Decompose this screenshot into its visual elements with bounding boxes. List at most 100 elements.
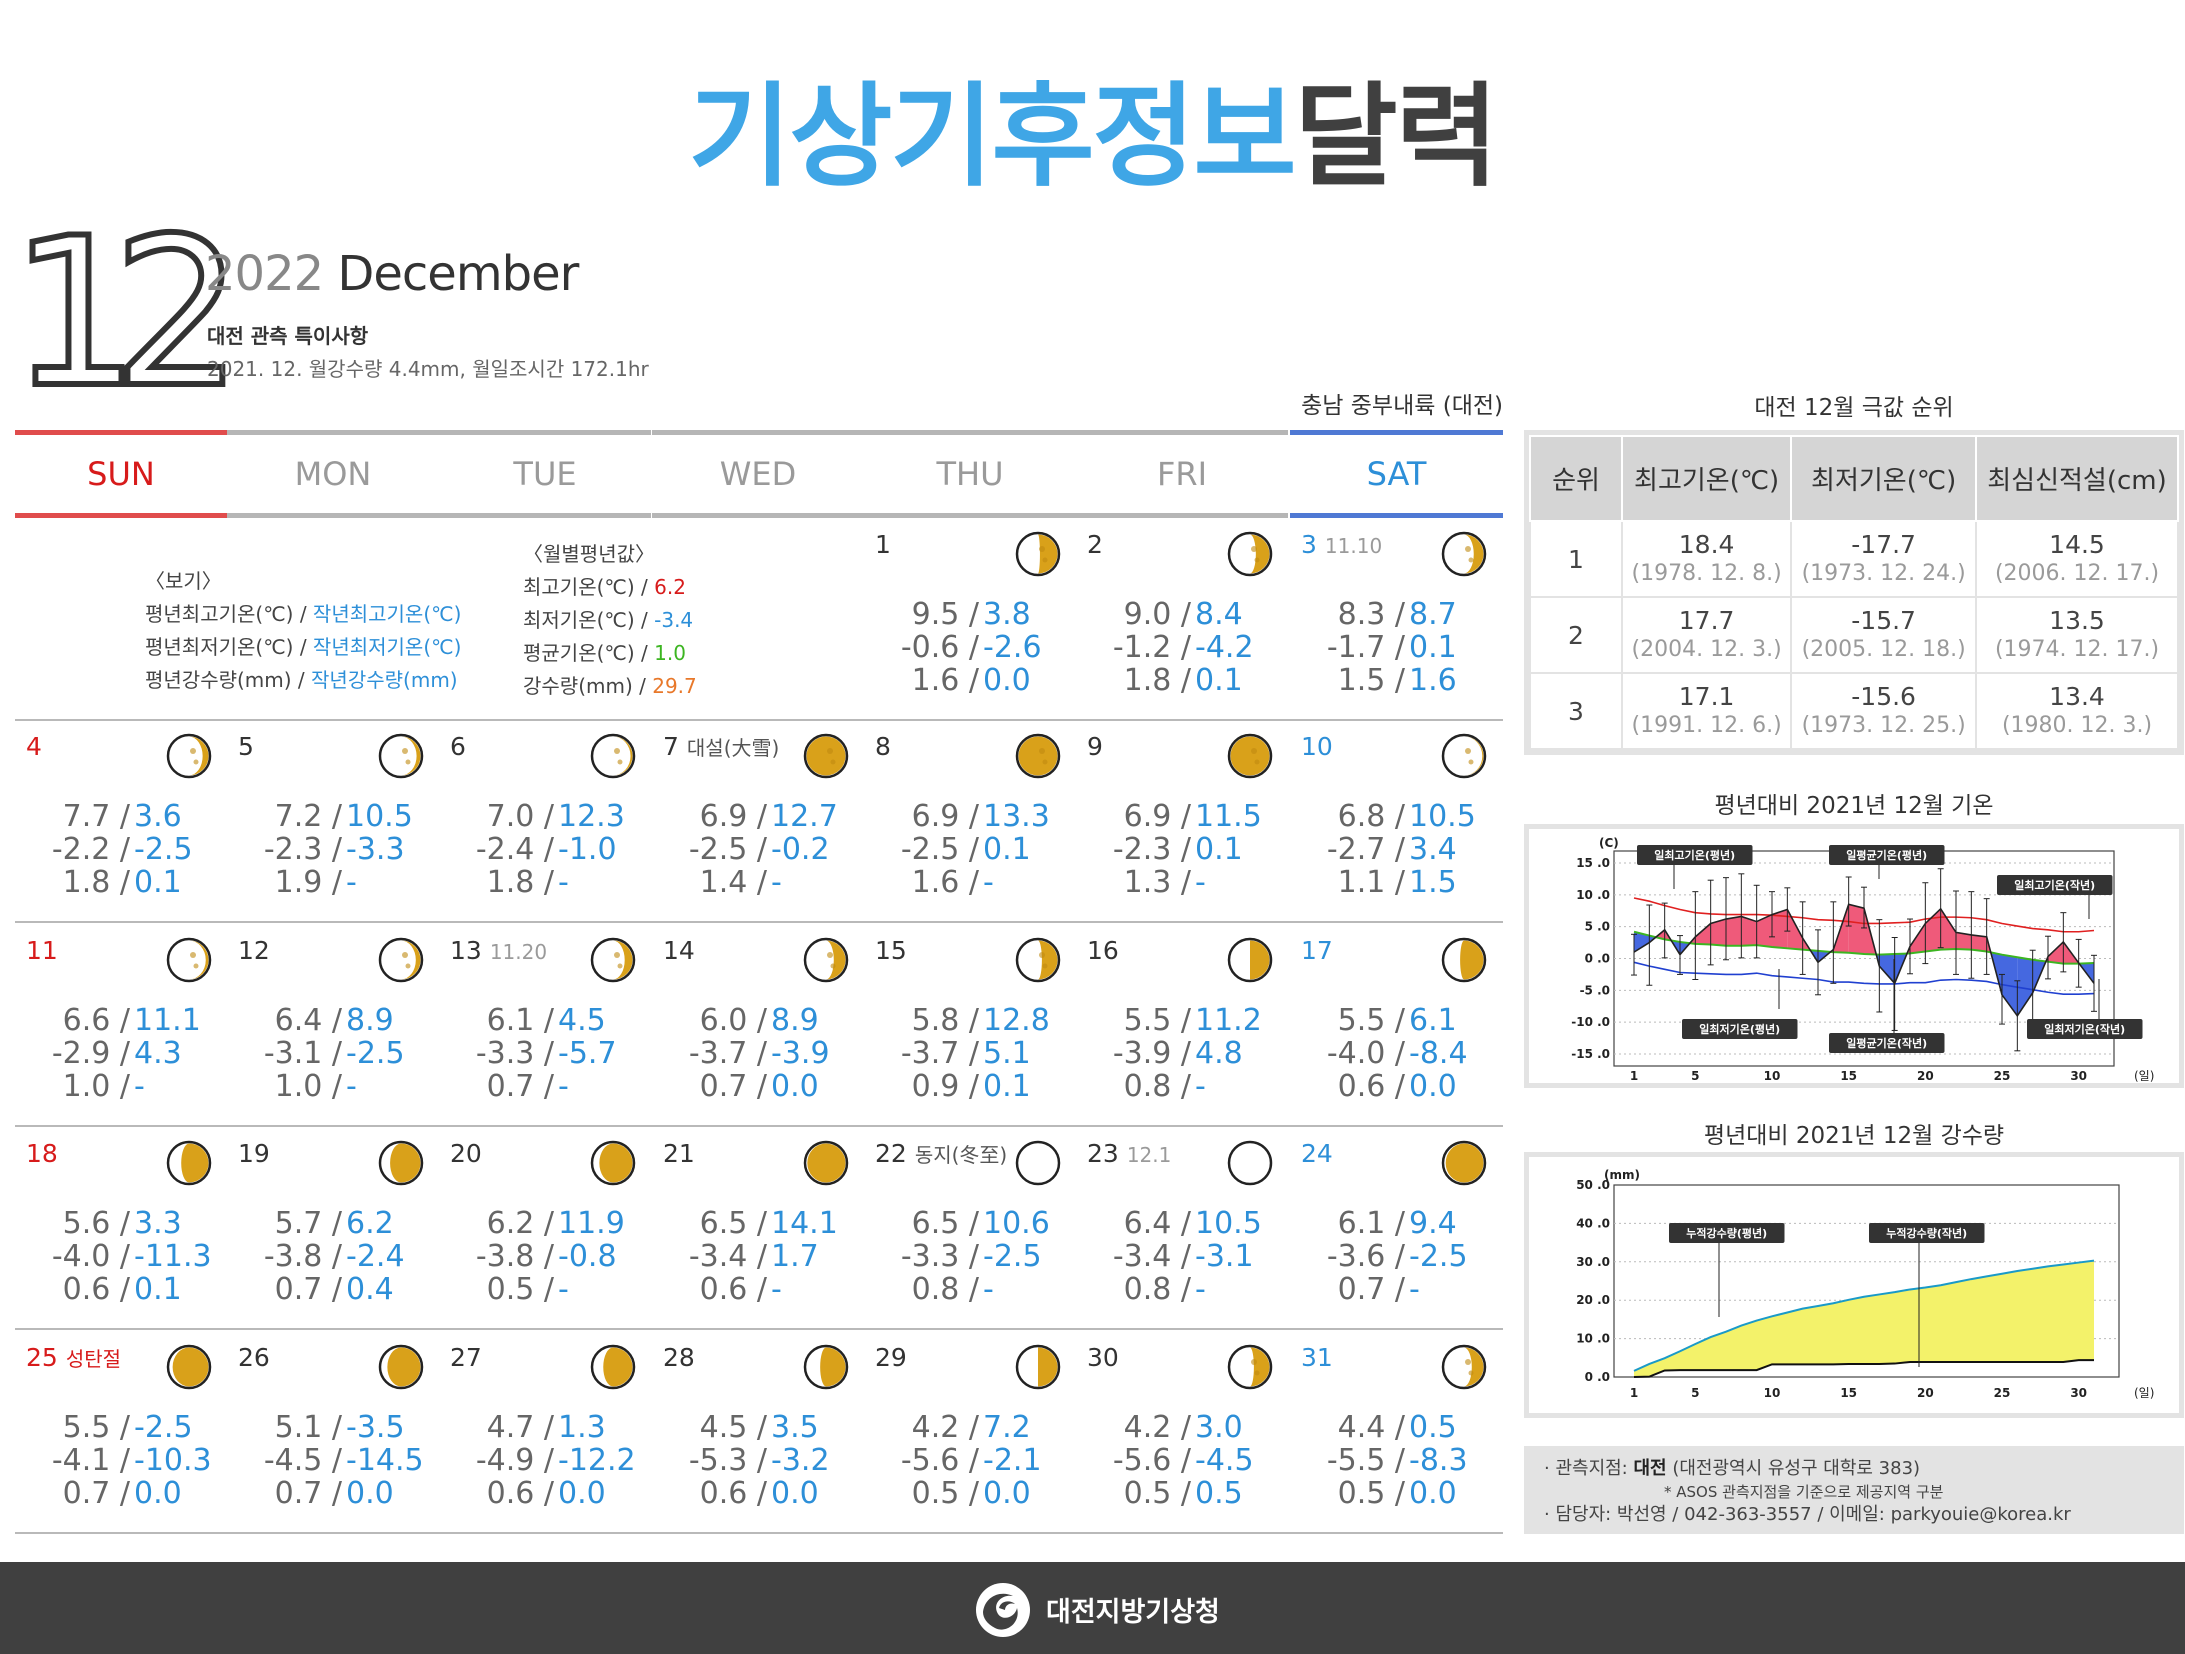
day-number: 22 동지(冬至)	[875, 1139, 1007, 1168]
moon-phase-icon	[1227, 733, 1273, 779]
last-year-value: -2.6	[983, 630, 1042, 665]
day-number-text: 19	[238, 1139, 270, 1168]
region-label: 충남 중부내륙 (대전)	[1301, 393, 1503, 419]
rank-snow-cell: 13.5 (1974. 12. 17.)	[1975, 596, 2179, 674]
day-number: 31	[1301, 1343, 1333, 1372]
last-year-value: 11.9	[558, 1206, 625, 1241]
temp-diff-fill	[1772, 909, 1788, 949]
rain-label-last-bg	[1869, 1223, 1985, 1243]
day-values: 6.5 /10.6 -3.3 /-2.5 0.8 /-	[864, 1207, 1076, 1306]
legend: 〈보기〉 평년최고기온(℃) / 작년최고기온(℃) 평년최저기온(℃) / 작…	[145, 565, 461, 697]
normal-value: 7.2 /	[274, 799, 342, 834]
rank-number: 1	[1529, 520, 1623, 598]
day-number-text: 15	[875, 936, 907, 965]
day-cell: 7 대설(大雪) 6.9 /12.7 -2.5 /-0.2 1.4 /-	[652, 720, 864, 923]
day-number-text: 14	[663, 936, 695, 965]
value-row: 0.5 /0.5	[1076, 1477, 1288, 1510]
monthly-min-value: -3.4	[654, 608, 694, 632]
day-cell: 24 6.1 /9.4 -3.6 /-2.5 0.7 /-	[1290, 1127, 1502, 1330]
last-year-value: 8.4	[1195, 597, 1243, 632]
day-number: 17	[1301, 936, 1333, 965]
normal-value: 0.6 /	[699, 1476, 767, 1511]
value-row: 0.6 /0.0	[1290, 1070, 1502, 1103]
month-number: 12	[7, 195, 246, 433]
normal-value: 4.2 /	[1123, 1410, 1191, 1445]
day-values: 6.5 /14.1 -3.4 /1.7 0.6 /-	[652, 1207, 864, 1306]
rank-snow-cell: 14.5 (2006. 12. 17.)	[1975, 520, 2179, 598]
last-year-value: -	[1195, 1272, 1206, 1307]
value-row: 6.1 /9.4	[1290, 1207, 1502, 1240]
rain-label-normal-bg	[1669, 1223, 1785, 1243]
day-number: 15	[875, 936, 907, 965]
last-year-value: 0.1	[134, 1272, 182, 1307]
week-row: 18 5.6 /3.3 -4.0 /-11.3 0.6 /0.1 19 5.7 /6.2-…	[15, 1127, 1503, 1330]
value-row: 4.2 /7.2	[864, 1411, 1076, 1444]
temp-xtick: 1	[1630, 1069, 1638, 1083]
day-number: 3 11.10	[1301, 530, 1382, 559]
day-number: 19	[238, 1139, 270, 1168]
normal-value: 0.7 /	[1337, 1272, 1405, 1307]
last-year-value: -3.3	[346, 832, 405, 867]
day-number-text: 8	[875, 732, 891, 761]
last-year-value: -8.3	[1409, 1443, 1468, 1478]
normal-value: -3.6 /	[1326, 1239, 1405, 1274]
rain-ytick: 50 .0	[1576, 1178, 1610, 1192]
day-values: 4.7 /1.3 -4.9 /-12.2 0.6 /0.0	[439, 1411, 651, 1510]
day-number: 25 성탄절	[26, 1343, 121, 1372]
value-row: 0.7 /-	[1290, 1273, 1502, 1306]
moon-phase-icon	[378, 1344, 424, 1390]
value-row: -5.3 /-3.2	[652, 1444, 864, 1477]
value-row: 0.8 /-	[1076, 1070, 1288, 1103]
last-year-value: -	[1195, 865, 1206, 900]
day-number: 5	[238, 732, 254, 761]
moon-phase-icon	[1227, 937, 1273, 983]
day-cell: 11 6.6 /11.1 -2.9 /4.3 1.0 /-	[15, 924, 227, 1127]
rank-max-value: 18.4	[1678, 530, 1735, 559]
normal-value: -5.5 /	[1326, 1443, 1405, 1478]
value-row: -2.3 /-3.3	[227, 833, 439, 866]
normal-value: 5.5 /	[1337, 1003, 1405, 1038]
day-cell: 29 4.2 /7.2 -5.6 /-2.1 0.5 /0.0	[864, 1331, 1076, 1534]
value-row: -3.4 /1.7	[652, 1240, 864, 1273]
day-values: 5.1 /-3.5 -4.5 /-14.5 0.7 /0.0	[227, 1411, 439, 1510]
monthly-avg-value: 1.0	[654, 641, 686, 665]
rain-xtick: 15	[1840, 1386, 1857, 1400]
normal-value: -4.0 /	[51, 1239, 130, 1274]
normal-value: 5.1 /	[274, 1410, 342, 1445]
value-row: 6.5 /14.1	[652, 1207, 864, 1240]
value-row: -3.8 /-0.8	[439, 1240, 651, 1273]
moon-phase-icon	[1015, 937, 1061, 983]
normal-value: 5.6 /	[62, 1206, 130, 1241]
week-row: 11 6.6 /11.1 -2.9 /4.3 1.0 /-12 6.4 /8.9 -3.1…	[15, 924, 1503, 1127]
last-year-value: -0.8	[558, 1239, 617, 1274]
value-row: -3.3 /-5.7	[439, 1037, 651, 1070]
temp-diff-fill	[1925, 908, 1941, 952]
rain-chart: 50 .040 .030 .020 .010 .00 .01 5 10 15 20 25 3…	[1529, 1157, 2179, 1413]
value-row: 0.6 /0.0	[652, 1477, 864, 1510]
normal-value: 5.8 /	[911, 1003, 979, 1038]
normal-value: -3.7 /	[688, 1036, 767, 1071]
normal-value: 0.6 /	[699, 1272, 767, 1307]
value-row: 7.0 /12.3	[439, 800, 651, 833]
value-row: 6.9 /11.5	[1076, 800, 1288, 833]
normal-value: 0.6 /	[486, 1476, 554, 1511]
last-year-value: 10.6	[983, 1206, 1050, 1241]
day-number: 16	[1087, 936, 1119, 965]
rain-plot-frame	[1613, 1184, 2120, 1378]
day-number: 10	[1301, 732, 1333, 761]
temp-label-normal-max: 일최고기온(평년)	[1654, 848, 1735, 862]
last-year-value: 11.2	[1195, 1003, 1262, 1038]
value-row: 0.7 /0.0	[15, 1477, 227, 1510]
last-year-value: -2.5	[1409, 1239, 1468, 1274]
normal-value: 4.2 /	[911, 1410, 979, 1445]
temp-ytick: 10 .0	[1576, 888, 1610, 902]
last-year-value: -	[558, 1272, 569, 1307]
info-station-name: 대전	[1633, 1458, 1667, 1479]
temp-label-normal-avg: 일평균기온(평년)	[1846, 848, 1927, 862]
last-year-value: 5.1	[983, 1036, 1031, 1071]
info-station-address: (대전광역시 유성구 대학로 383)	[1666, 1458, 1921, 1479]
last-year-value: 8.7	[1409, 597, 1457, 632]
normal-value: -3.7 /	[900, 1036, 979, 1071]
rain-xtick: 10	[1764, 1386, 1781, 1400]
